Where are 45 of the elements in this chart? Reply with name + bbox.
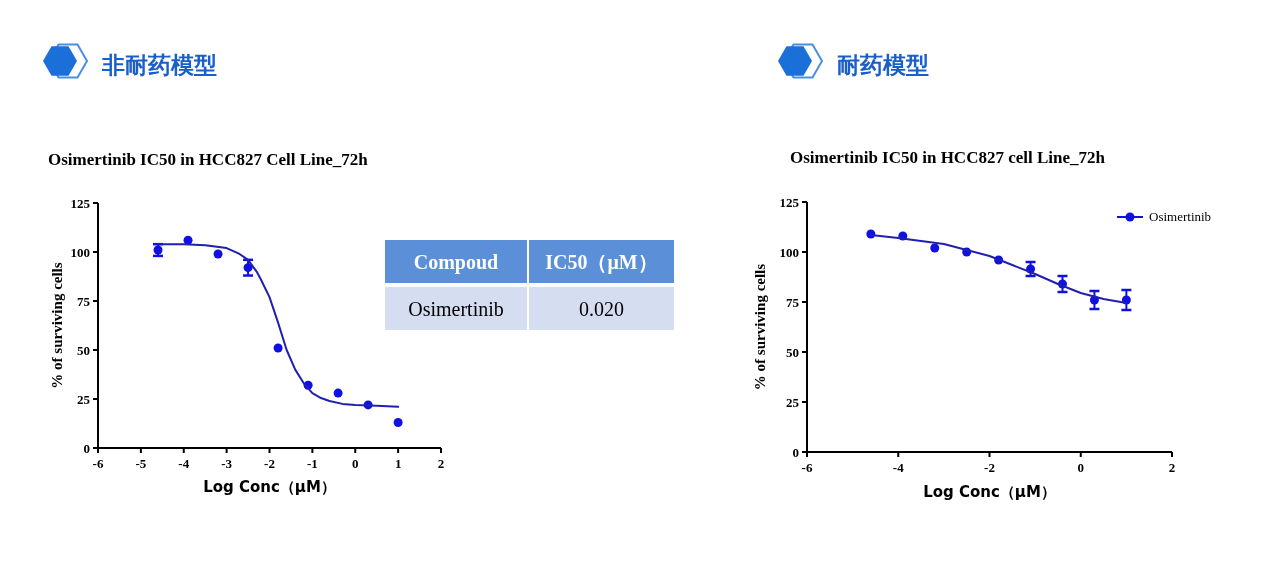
y-tick-label: 50 bbox=[77, 343, 90, 358]
x-tick-label: -4 bbox=[892, 460, 905, 475]
y-tick-label: 125 bbox=[70, 196, 91, 211]
annotation: Compoud bbox=[413, 250, 499, 274]
chart-title: 耐药模型 bbox=[837, 52, 929, 78]
x-tick-label: -6 bbox=[92, 456, 104, 471]
point bbox=[333, 388, 343, 398]
point bbox=[213, 249, 223, 259]
y-tick-label: 0 bbox=[83, 441, 90, 456]
y-axis-title: % of surviving cells bbox=[49, 262, 65, 389]
y-tick-label: 0 bbox=[792, 445, 799, 460]
x-tick-label: -4 bbox=[178, 456, 190, 471]
y-tick-label: 100 bbox=[779, 245, 799, 260]
x-tick-label: -2 bbox=[984, 460, 995, 475]
point bbox=[393, 418, 403, 428]
y-tick-label: 25 bbox=[786, 395, 800, 410]
x-tick-label: 0 bbox=[1077, 460, 1084, 475]
y-axis-title: % of surviving cells bbox=[752, 263, 768, 391]
y-tick-label: 100 bbox=[70, 245, 90, 260]
annotation: Osimertinib bbox=[408, 297, 504, 320]
chart-title: 非耐药模型 bbox=[101, 52, 217, 78]
x-tick-label: 2 bbox=[437, 456, 445, 471]
point bbox=[243, 263, 253, 273]
x-tick-label: 1 bbox=[394, 456, 402, 471]
x-tick-label: -6 bbox=[801, 460, 813, 475]
x-axis-title: Log Conc（μM） bbox=[203, 478, 336, 496]
x-axis-title: Log Conc（μM） bbox=[923, 483, 1056, 501]
legend-label: Osimertinib bbox=[1149, 209, 1212, 224]
point bbox=[930, 243, 940, 253]
x-tick-label: 2 bbox=[1168, 460, 1176, 475]
x-tick-label: 0 bbox=[352, 456, 359, 471]
y-tick-label: 75 bbox=[786, 295, 800, 310]
x-tick-label: -1 bbox=[306, 456, 318, 471]
chart-subtitle: Osimertinib IC50 in HCC827 cell Line_72h bbox=[790, 148, 1106, 167]
y-tick-label: 75 bbox=[77, 294, 91, 309]
y-tick-label: 50 bbox=[786, 345, 799, 360]
point bbox=[273, 343, 283, 353]
x-tick-label: -2 bbox=[264, 456, 275, 471]
y-tick-label: 125 bbox=[779, 195, 800, 210]
x-tick-label: -5 bbox=[135, 456, 147, 471]
chart-subtitle: Osimertinib IC50 in HCC827 Cell Line_72h bbox=[48, 150, 369, 169]
text: 0.020 bbox=[579, 297, 624, 320]
x-tick-label: -3 bbox=[221, 456, 233, 471]
y-tick-label: 25 bbox=[77, 392, 91, 407]
text: IC50（μM） bbox=[545, 250, 658, 274]
